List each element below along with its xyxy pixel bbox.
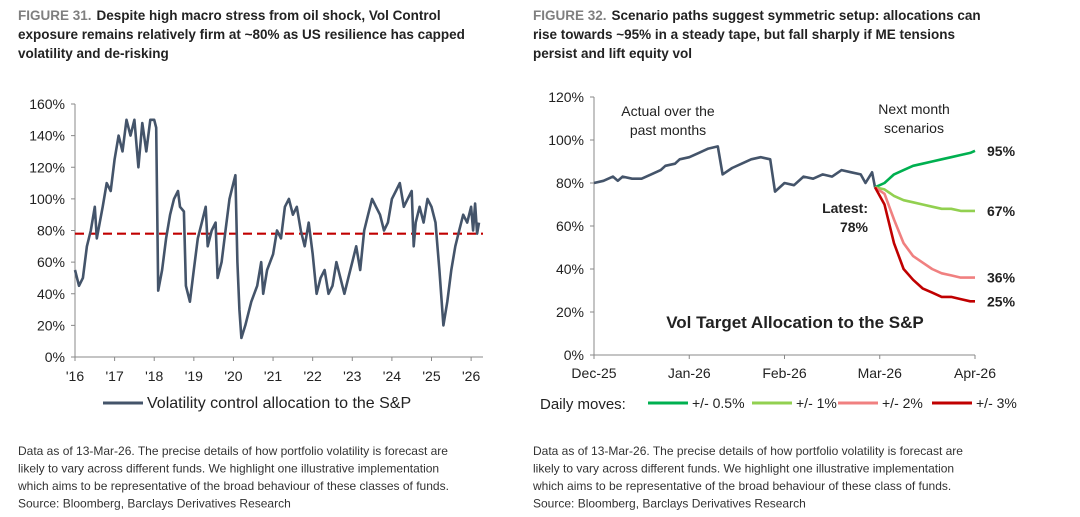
y-tick-label: 60% xyxy=(37,254,65,270)
x-tick-label: '17 xyxy=(105,368,123,384)
x-tick-label: Jan-26 xyxy=(668,365,711,381)
y-tick-label: 140% xyxy=(29,128,65,144)
chart-title: FIGURE 32. Scenario paths suggest symmetr… xyxy=(533,8,981,23)
y-tick-label: 40% xyxy=(556,261,584,277)
y-tick-label: 60% xyxy=(556,218,584,234)
y-tick-label: 80% xyxy=(37,223,65,239)
title-text: Scenario paths suggest symmetric setup: … xyxy=(612,8,981,23)
x-tick-label: '24 xyxy=(383,368,401,384)
footnote: Source: Bloomberg, Barclays Derivatives … xyxy=(533,497,806,511)
annotation: Actual over the xyxy=(621,103,715,119)
legend-label: +/- 1% xyxy=(796,395,837,411)
y-tick-label: 20% xyxy=(556,304,584,320)
y-tick-label: 0% xyxy=(564,347,584,363)
y-tick-label: 80% xyxy=(556,175,584,191)
x-tick-label: '23 xyxy=(343,368,361,384)
chart-title: exposure remains relatively firm at ~80%… xyxy=(18,27,465,42)
data-label: 67% xyxy=(987,203,1016,219)
data-label: 36% xyxy=(987,270,1016,286)
x-tick-label: '25 xyxy=(422,368,440,384)
x-tick-label: Feb-26 xyxy=(762,365,807,381)
series-line xyxy=(73,118,481,340)
chart-title: FIGURE 31. Despite high macro stress from… xyxy=(18,8,441,23)
y-tick-label: 0% xyxy=(45,349,65,365)
y-tick-label: 100% xyxy=(548,132,584,148)
series-line xyxy=(593,145,877,193)
legend-label: Volatility control allocation to the S&P xyxy=(147,395,411,412)
footnote: likely to vary across different funds. W… xyxy=(18,462,439,476)
legend-title: Daily moves: xyxy=(540,396,626,413)
chart: FIGURE 31. Despite high macro stress from… xyxy=(17,8,483,511)
x-tick-label: '19 xyxy=(185,368,203,384)
legend-label: +/- 3% xyxy=(976,395,1017,411)
annotation: scenarios xyxy=(884,120,944,136)
y-tick-label: 120% xyxy=(548,89,584,105)
footnote: Data as of 13-Mar-26. The precise detail… xyxy=(18,444,448,458)
chart-title: rise towards ~95% in a steady tape, but … xyxy=(533,27,955,42)
y-tick-label: 160% xyxy=(29,96,65,112)
data-label: 25% xyxy=(987,293,1016,309)
legend-label: +/- 2% xyxy=(882,395,923,411)
chart: FIGURE 32. Scenario paths suggest symmetr… xyxy=(532,8,1017,511)
series-line xyxy=(874,186,975,279)
annotation: past months xyxy=(630,122,706,138)
x-tick-label: '20 xyxy=(224,368,242,384)
footnote: Data as of 13-Mar-26. The precise detail… xyxy=(533,444,963,458)
y-tick-label: 100% xyxy=(29,191,65,207)
footnote: which aims to be representative of the b… xyxy=(17,479,449,493)
x-tick-label: '18 xyxy=(145,368,163,384)
x-tick-label: Apr-26 xyxy=(954,365,996,381)
y-tick-label: 40% xyxy=(37,286,65,302)
chart-title: volatility and de-risking xyxy=(18,46,169,61)
footnote: Source: Bloomberg, Barclays Derivatives … xyxy=(18,497,291,511)
footnote: likely to vary across different funds. W… xyxy=(533,462,954,476)
annotation: Next month xyxy=(878,101,950,117)
x-tick-label: '22 xyxy=(304,368,322,384)
legend-label: +/- 0.5% xyxy=(692,395,745,411)
x-tick-label: '21 xyxy=(264,368,282,384)
x-tick-label: Mar-26 xyxy=(858,365,903,381)
series-line xyxy=(874,149,976,189)
x-tick-label: '16 xyxy=(66,368,84,384)
inner-title: Vol Target Allocation to the S&P xyxy=(666,313,924,332)
x-tick-label: '26 xyxy=(462,368,480,384)
y-tick-label: 120% xyxy=(29,159,65,175)
title-text: Despite high macro stress from oil shock… xyxy=(97,8,441,23)
chart-title: persist and lift equity vol xyxy=(533,46,692,61)
figure-label: FIGURE 32. xyxy=(533,8,607,23)
x-tick-label: Dec-25 xyxy=(571,365,616,381)
series-line xyxy=(873,186,975,303)
footnote: which aims to be representative of the b… xyxy=(532,479,951,493)
series-line xyxy=(874,186,975,213)
figure-label: FIGURE 31. xyxy=(18,8,92,23)
annotation: 78% xyxy=(840,219,869,235)
y-tick-label: 20% xyxy=(37,317,65,333)
data-label: 95% xyxy=(987,143,1016,159)
annotation: Latest: xyxy=(822,200,868,216)
